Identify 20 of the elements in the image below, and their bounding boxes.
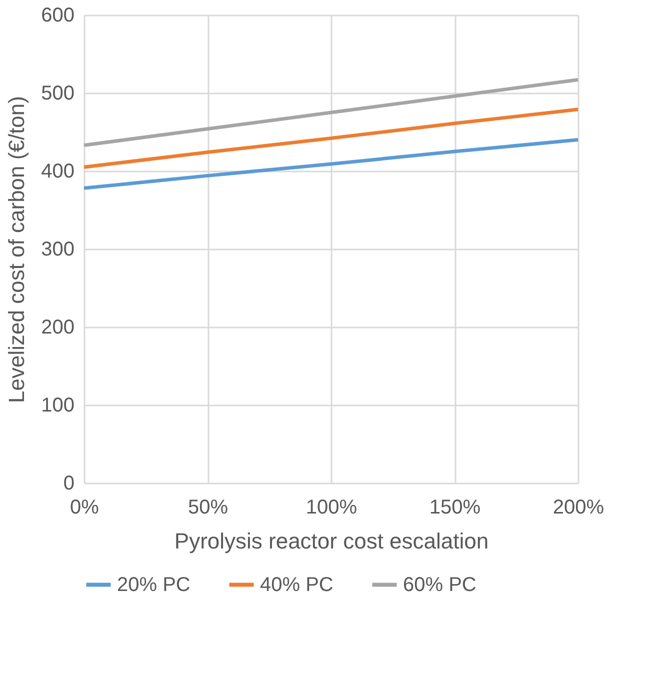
x-tick-label: 100% [306,496,358,518]
y-tick-label: 400 [41,160,74,182]
x-tick-label: 150% [429,496,481,518]
y-tick-label: 300 [41,238,74,260]
legend-label: 20% PC [117,574,190,596]
y-axis-title: Levelized cost of carbon (€/ton) [4,96,30,403]
y-tick-label: 200 [41,316,74,338]
y-tick-label: 0 [63,472,74,494]
line-series [82,138,580,190]
x-tick-label: 50% [188,496,228,518]
line-series [82,78,580,148]
y-tick-label: 100 [41,394,74,416]
legend-label: 40% PC [260,574,334,596]
legend-label: 60% PC [403,574,476,596]
y-tick-label: 600 [41,4,74,26]
x-axis-title: Pyrolysis reactor cost escalation [174,528,489,554]
line-series [82,108,580,169]
x-tick-label: 0% [70,496,100,518]
y-tick-label: 500 [41,82,74,104]
x-tick-label: 200% [552,496,604,518]
